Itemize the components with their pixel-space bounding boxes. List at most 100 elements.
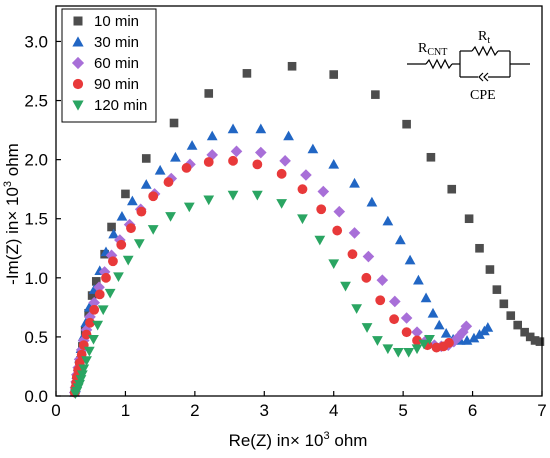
- data-point: [376, 274, 389, 286]
- data-point: [427, 307, 439, 318]
- data-point: [84, 311, 96, 323]
- data-point: [468, 332, 480, 343]
- data-point: [92, 320, 104, 331]
- circuit-label-rt: Rt: [478, 29, 490, 46]
- data-point: [228, 155, 238, 166]
- data-point: [206, 149, 219, 161]
- data-point: [283, 130, 294, 141]
- data-point: [361, 272, 372, 283]
- y-axis-label: -Im(Z) in× 103 ohm: [2, 143, 22, 285]
- data-point: [464, 214, 474, 224]
- legend-marker: [72, 36, 84, 47]
- data-point: [94, 289, 105, 300]
- data-point: [163, 177, 174, 187]
- y-tick-label: 0.0: [24, 387, 48, 406]
- plot-frame: [55, 5, 543, 397]
- data-point: [499, 299, 509, 309]
- legend-entry: 90 min: [94, 76, 139, 93]
- data-point: [366, 196, 378, 207]
- y-axis-ticks: 0.0 0.5 1.0 1.5 2.0 2.5 3.0: [24, 32, 61, 406]
- data-point: [340, 281, 351, 292]
- x-tick-label: 0: [51, 401, 60, 420]
- data-point: [183, 202, 195, 213]
- data-point: [412, 335, 422, 346]
- legend-marker: [71, 56, 85, 70]
- data-point: [314, 235, 326, 246]
- data-point: [460, 320, 473, 333]
- data-point: [78, 364, 90, 375]
- data-point: [251, 190, 263, 201]
- data-point: [485, 265, 495, 274]
- x-tick-label: 7: [537, 401, 546, 420]
- data-point: [126, 195, 138, 206]
- data-point: [107, 222, 116, 232]
- data-point: [104, 288, 116, 299]
- y-tick-label: 0.5: [24, 328, 48, 347]
- data-point: [91, 277, 101, 286]
- data-point: [116, 210, 128, 221]
- y-tick-label: 2.0: [24, 151, 48, 170]
- data-point: [389, 295, 401, 308]
- data-point: [148, 191, 159, 202]
- data-point: [255, 123, 267, 134]
- data-point: [203, 195, 215, 206]
- data-point: [474, 329, 485, 339]
- data-point: [426, 152, 436, 162]
- data-point: [297, 184, 308, 195]
- y-tick-label: 2.5: [24, 92, 48, 111]
- data-point: [316, 204, 327, 215]
- y-tick-label: 1.5: [24, 210, 48, 229]
- data-point: [440, 327, 452, 338]
- data-point: [535, 337, 545, 346]
- data-point: [392, 347, 404, 358]
- data-point: [362, 250, 375, 263]
- data-point: [400, 312, 413, 324]
- data-point: [307, 143, 319, 154]
- data-point: [404, 254, 416, 265]
- data-point: [113, 272, 124, 283]
- data-point: [401, 327, 412, 338]
- data-point: [506, 311, 516, 320]
- data-point: [108, 228, 120, 239]
- x-axis-label: Re(Z) in× 103 ohm: [229, 430, 368, 450]
- y-tick-label: 1.0: [24, 269, 48, 288]
- data-point: [126, 223, 136, 234]
- data-point: [329, 70, 339, 79]
- data-point: [375, 295, 386, 306]
- data-point: [452, 331, 465, 343]
- data-point: [347, 249, 358, 260]
- x-tick-label: 2: [190, 401, 199, 420]
- data-point: [411, 344, 423, 355]
- data-point: [482, 322, 494, 332]
- x-axis-ticks: 0 1 2 3 4 5 6 7: [51, 391, 547, 420]
- data-point: [170, 151, 181, 162]
- data-point: [525, 332, 535, 342]
- cpe-symbol: [478, 72, 484, 82]
- data-point: [475, 243, 484, 253]
- data-point: [77, 370, 88, 381]
- data-point: [227, 123, 239, 134]
- data-point: [252, 159, 263, 170]
- legend: 10 min 30 min 60 min 90 min 120 min: [61, 8, 157, 123]
- data-point: [121, 189, 130, 199]
- series-60-min: [68, 145, 473, 399]
- data-point: [300, 169, 312, 181]
- data-point: [242, 69, 252, 78]
- data-point: [351, 304, 363, 314]
- data-point: [520, 327, 529, 337]
- data-point: [101, 272, 111, 283]
- data-point: [382, 215, 394, 226]
- data-point: [530, 336, 540, 345]
- data-point: [88, 296, 100, 309]
- resistor-rcnt-symbol: [425, 58, 453, 70]
- data-point: [87, 291, 97, 300]
- data-point: [297, 214, 308, 225]
- equivalent-circuit: RCNT Rt CPE: [407, 29, 530, 103]
- data-point: [81, 329, 92, 340]
- data-point: [154, 164, 166, 175]
- data-point: [418, 339, 430, 350]
- data-point: [382, 344, 394, 355]
- data-point: [411, 326, 423, 338]
- data-point: [186, 140, 198, 150]
